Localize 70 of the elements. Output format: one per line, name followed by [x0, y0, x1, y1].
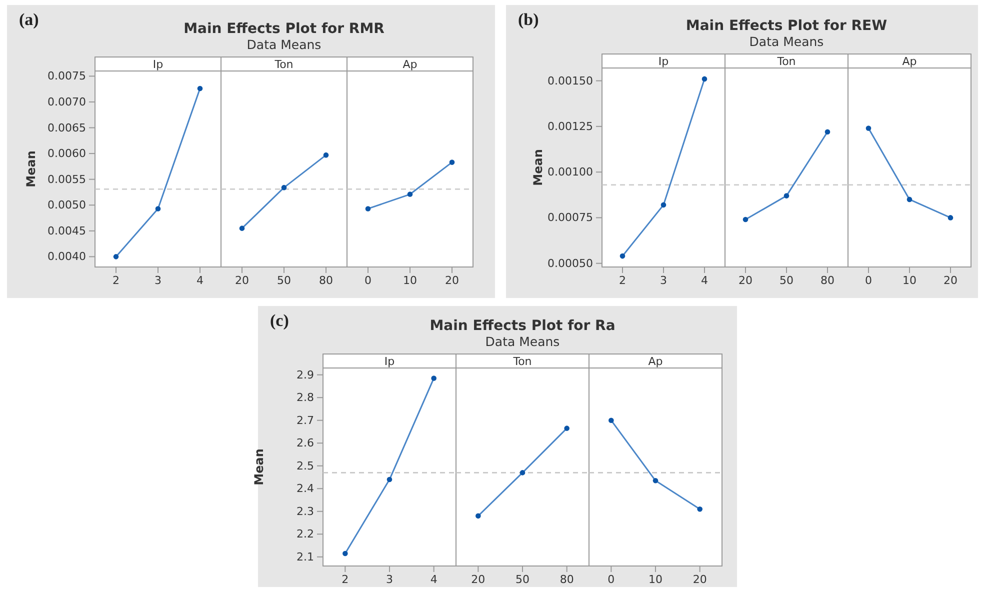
x-tick-label: 50 [277, 274, 291, 287]
y-tick-label: 0.00075 [548, 211, 593, 224]
x-tick-label: 2 [112, 274, 120, 287]
y-tick-label: 0.0050 [48, 198, 86, 212]
x-tick-label: 20 [471, 572, 486, 586]
text: Data Means [246, 37, 322, 52]
chart-title: Ip [658, 55, 669, 68]
y-tick-label: 0.00125 [548, 120, 593, 133]
text: Main Effects Plot for RMR [184, 21, 385, 37]
y-axis-title: Mean [24, 150, 38, 188]
x-tick-label: 4 [701, 274, 708, 287]
text: (c) [270, 311, 289, 330]
text: Main Effects Plot for Ra [430, 318, 616, 334]
y-tick-label: 2.4 [296, 482, 314, 496]
x-tick-label: 4 [196, 274, 204, 287]
y-tick-label: 0.00150 [548, 74, 593, 88]
x-tick-label: 20 [692, 572, 707, 586]
x-tick-label: 0 [865, 274, 872, 287]
y-tick-label: 2.3 [296, 504, 314, 518]
chart-title: Ap [902, 55, 917, 68]
x-tick-label: 0 [608, 572, 615, 586]
text: Data Means [485, 334, 560, 349]
y-tick-label: 0.0070 [48, 95, 86, 108]
x-tick-label: 20 [944, 274, 958, 287]
y-tick-label: 2.8 [296, 391, 314, 404]
x-tick-label: 4 [430, 572, 438, 586]
x-tick-label: 20 [445, 274, 459, 287]
y-tick-label: 2.6 [296, 436, 314, 450]
x-tick-label: 2 [619, 274, 626, 287]
y-tick-label: 0.00100 [548, 166, 593, 179]
x-tick-label: 3 [660, 274, 667, 287]
x-tick-label: 10 [648, 572, 662, 586]
x-tick-label: 0 [364, 274, 372, 287]
y-tick-label: 2.2 [296, 528, 314, 541]
chart-title: Ton [512, 355, 532, 368]
text: (a) [19, 10, 39, 29]
text: Data Means [749, 34, 824, 49]
y-tick-label: 0.0065 [48, 121, 86, 134]
x-tick-label: 10 [902, 274, 916, 287]
x-tick-label: 3 [386, 572, 393, 586]
chart-title: Ip [384, 355, 395, 368]
y-tick-label: 2.7 [296, 414, 314, 427]
x-tick-label: 80 [820, 274, 834, 287]
x-tick-label: 80 [560, 572, 574, 586]
y-tick-label: 0.0060 [48, 147, 86, 160]
y-tick-label: 0.0045 [48, 224, 86, 238]
y-axis-title: Mean [531, 149, 545, 186]
y-tick-label: 0.00050 [548, 256, 593, 270]
y-tick-label: 0.0040 [48, 250, 86, 264]
x-tick-label: 10 [403, 274, 417, 287]
x-tick-label: 20 [235, 274, 249, 287]
chart-title: Ap [648, 355, 663, 368]
x-tick-label: 50 [780, 274, 794, 287]
text: (b) [518, 10, 539, 29]
text: Main Effects Plot for REW [686, 18, 888, 34]
x-tick-label: 80 [319, 274, 333, 287]
chart-title: Ip [152, 58, 164, 71]
y-tick-label: 0.0055 [48, 172, 86, 186]
y-tick-label: 2.5 [296, 459, 314, 472]
y-tick-label: 0.0075 [48, 70, 86, 83]
y-axis-title: Mean [252, 448, 266, 486]
chart-title: Ap [402, 58, 418, 71]
x-tick-label: 2 [342, 572, 349, 586]
chart-title: Ton [274, 58, 294, 71]
y-tick-label: 2.1 [296, 550, 314, 564]
x-tick-label: 20 [738, 274, 752, 287]
chart-title: Ton [776, 55, 796, 68]
x-tick-label: 3 [154, 274, 162, 287]
x-tick-label: 50 [516, 572, 530, 586]
y-tick-label: 2.9 [296, 368, 314, 382]
